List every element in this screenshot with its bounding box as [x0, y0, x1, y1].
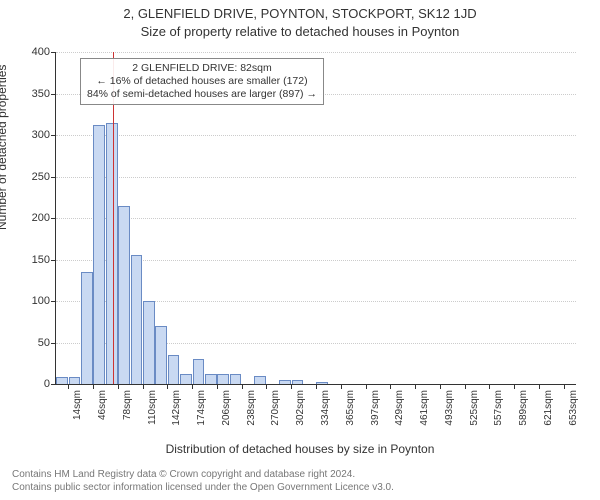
histogram-bar	[254, 376, 266, 384]
ytick-label: 100	[32, 295, 50, 307]
xtick-mark	[217, 384, 218, 389]
callout-line-2: ← 16% of detached houses are smaller (17…	[87, 75, 317, 88]
histogram-bar	[155, 326, 167, 384]
ytick-mark	[51, 384, 56, 385]
ytick-label: 200	[32, 212, 50, 224]
histogram-bar	[106, 123, 118, 384]
xtick-label: 557sqm	[493, 390, 504, 426]
callout-line-3: 84% of semi-detached houses are larger (…	[87, 88, 317, 101]
grid-line	[56, 52, 576, 53]
xtick-mark	[93, 384, 94, 389]
xtick-mark	[68, 384, 69, 389]
footer-attribution: Contains HM Land Registry data © Crown c…	[12, 468, 394, 494]
xtick-label: 365sqm	[345, 390, 356, 426]
histogram-bar	[292, 380, 304, 384]
ytick-mark	[51, 94, 56, 95]
ytick-mark	[51, 343, 56, 344]
xtick-mark	[440, 384, 441, 389]
ytick-label: 350	[32, 88, 50, 100]
xtick-mark	[341, 384, 342, 389]
histogram-bar	[230, 374, 242, 384]
histogram-bar	[81, 272, 93, 384]
histogram-bar	[118, 206, 130, 384]
histogram-bar	[217, 374, 229, 384]
xtick-label: 238sqm	[246, 390, 257, 426]
grid-line	[56, 135, 576, 136]
histogram-bar	[56, 377, 68, 384]
histogram-bar	[316, 382, 328, 384]
grid-line	[56, 218, 576, 219]
ytick-label: 0	[44, 378, 50, 390]
xtick-mark	[143, 384, 144, 389]
xtick-label: 493sqm	[444, 390, 455, 426]
ytick-mark	[51, 177, 56, 178]
xtick-label: 589sqm	[518, 390, 529, 426]
xtick-mark	[266, 384, 267, 389]
xtick-mark	[390, 384, 391, 389]
xtick-label: 14sqm	[72, 390, 83, 420]
ytick-label: 300	[32, 129, 50, 141]
ytick-label: 250	[32, 171, 50, 183]
chart-canvas: 2, GLENFIELD DRIVE, POYNTON, STOCKPORT, …	[0, 0, 600, 500]
xtick-label: 78sqm	[122, 390, 133, 420]
xtick-label: 46sqm	[97, 390, 108, 420]
ytick-mark	[51, 301, 56, 302]
ytick-mark	[51, 218, 56, 219]
xtick-mark	[564, 384, 565, 389]
histogram-bar	[131, 255, 143, 384]
xtick-label: 302sqm	[295, 390, 306, 426]
xtick-mark	[539, 384, 540, 389]
ytick-mark	[51, 52, 56, 53]
xtick-mark	[366, 384, 367, 389]
xtick-mark	[415, 384, 416, 389]
xtick-label: 621sqm	[543, 390, 554, 426]
xtick-label: 174sqm	[196, 390, 207, 426]
xtick-label: 461sqm	[419, 390, 430, 426]
histogram-bar	[93, 125, 105, 384]
x-axis-label: Distribution of detached houses by size …	[0, 442, 600, 456]
xtick-label: 397sqm	[370, 390, 381, 426]
histogram-bar	[205, 374, 217, 384]
chart-title-main: 2, GLENFIELD DRIVE, POYNTON, STOCKPORT, …	[0, 6, 600, 21]
xtick-label: 653sqm	[568, 390, 579, 426]
xtick-label: 334sqm	[320, 390, 331, 426]
xtick-mark	[514, 384, 515, 389]
xtick-mark	[192, 384, 193, 389]
chart-title-sub: Size of property relative to detached ho…	[0, 24, 600, 39]
histogram-bar	[168, 355, 180, 384]
ytick-label: 150	[32, 254, 50, 266]
xtick-mark	[242, 384, 243, 389]
xtick-mark	[118, 384, 119, 389]
ytick-mark	[51, 135, 56, 136]
xtick-label: 270sqm	[270, 390, 281, 426]
xtick-label: 525sqm	[469, 390, 480, 426]
xtick-mark	[489, 384, 490, 389]
xtick-label: 429sqm	[394, 390, 405, 426]
histogram-bar	[69, 377, 81, 384]
callout-line-1: 2 GLENFIELD DRIVE: 82sqm	[87, 62, 317, 75]
ytick-label: 50	[38, 337, 50, 349]
xtick-mark	[316, 384, 317, 389]
histogram-bar	[143, 301, 155, 384]
footer-line-1: Contains HM Land Registry data © Crown c…	[12, 468, 394, 481]
xtick-mark	[465, 384, 466, 389]
footer-line-2: Contains public sector information licen…	[12, 481, 394, 494]
histogram-bar	[279, 380, 291, 384]
histogram-bar	[180, 374, 192, 384]
y-axis-label: Number of detached properties	[0, 65, 9, 230]
xtick-label: 142sqm	[171, 390, 182, 426]
ytick-label: 400	[32, 46, 50, 58]
xtick-label: 110sqm	[147, 390, 158, 425]
histogram-bar	[193, 359, 205, 384]
xtick-label: 206sqm	[221, 390, 232, 426]
xtick-mark	[291, 384, 292, 389]
ytick-mark	[51, 260, 56, 261]
xtick-mark	[167, 384, 168, 389]
grid-line	[56, 177, 576, 178]
callout-box: 2 GLENFIELD DRIVE: 82sqm ← 16% of detach…	[80, 58, 324, 105]
